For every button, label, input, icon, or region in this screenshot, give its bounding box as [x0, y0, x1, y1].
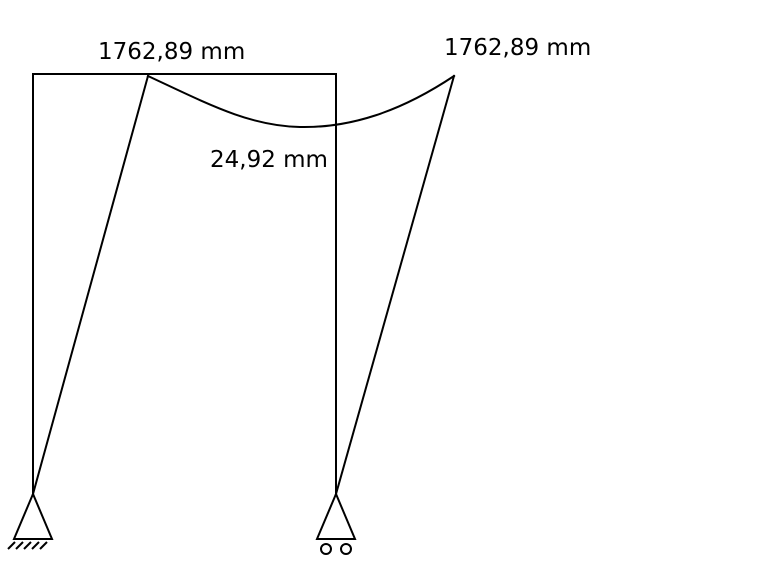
roller-support-right	[315, 491, 357, 555]
left-column-deformed	[31, 74, 150, 496]
right-top-deflection-label: 1762,89 mm	[444, 35, 591, 61]
roller-support-triangle	[315, 491, 357, 540]
pinned-support-triangle	[12, 491, 54, 540]
beam-deformed	[146, 74, 456, 129]
roller-wheel-right	[340, 543, 352, 555]
pinned-support-left	[7, 491, 54, 550]
roller-wheel-left	[320, 543, 332, 555]
right-column-deformed	[334, 74, 456, 496]
left-top-deflection-label: 1762,89 mm	[98, 39, 245, 65]
beam-mid-deflection-label: 24,92 mm	[210, 147, 328, 173]
ground-hatch	[7, 541, 48, 550]
undeformed-frame	[32, 73, 337, 495]
deformed-frame	[31, 74, 456, 496]
